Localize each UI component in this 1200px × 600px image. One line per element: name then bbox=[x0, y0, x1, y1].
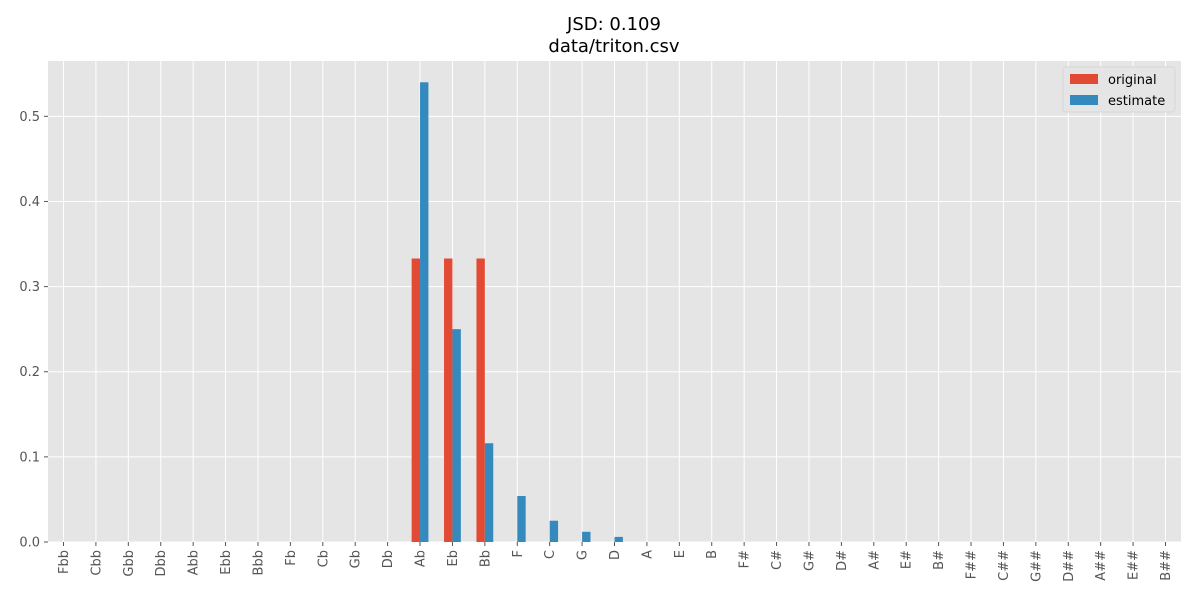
legend: original estimate bbox=[1062, 66, 1176, 113]
x-tick-label: G## bbox=[1029, 550, 1044, 582]
bar-estimate bbox=[517, 496, 526, 542]
x-tick-label: Bb bbox=[478, 550, 493, 567]
x-tick-label: Gb bbox=[349, 550, 364, 568]
x-tick-label: Cbb bbox=[89, 550, 104, 576]
legend-swatch-original bbox=[1070, 74, 1098, 84]
y-tick-label: 0.3 bbox=[19, 280, 40, 295]
x-tick-label: D# bbox=[835, 550, 850, 571]
x-tick-label: A bbox=[640, 550, 655, 559]
x-tick-label: G# bbox=[802, 550, 817, 571]
bar-original bbox=[476, 258, 485, 542]
x-tick-label: C bbox=[543, 550, 558, 559]
bar-original bbox=[411, 258, 421, 542]
chart-title: JSD: 0.109 bbox=[566, 14, 661, 35]
bar-estimate bbox=[484, 443, 494, 542]
x-tick-label: B## bbox=[1159, 550, 1174, 581]
x-tick-label: Gbb bbox=[122, 550, 137, 577]
y-tick-label: 0.0 bbox=[19, 536, 40, 551]
bar-estimate bbox=[549, 520, 559, 542]
y-tick-label: 0.5 bbox=[19, 110, 40, 125]
x-tick-label: Fb bbox=[284, 550, 299, 566]
x-tick-label: Bbb bbox=[251, 550, 266, 575]
x-tick-label: Dbb bbox=[154, 550, 169, 577]
x-tick-label: G bbox=[576, 550, 591, 560]
x-tick-label: D## bbox=[1062, 550, 1077, 582]
x-tick-label: F bbox=[511, 550, 526, 557]
x-tick-label: B# bbox=[932, 550, 947, 570]
y-tick-label: 0.4 bbox=[19, 195, 40, 210]
bar-estimate bbox=[452, 329, 461, 542]
y-axis-ticks: 0.0 0.1 0.2 0.3 0.4 0.5 bbox=[19, 110, 48, 551]
legend-label-estimate: estimate bbox=[1108, 94, 1165, 109]
x-tick-label: A## bbox=[1094, 550, 1109, 581]
x-tick-label: C## bbox=[997, 550, 1012, 581]
x-tick-label: E bbox=[673, 550, 688, 558]
y-tick-label: 0.2 bbox=[19, 365, 40, 380]
x-tick-label: Cb bbox=[316, 550, 331, 567]
x-tick-label: Eb bbox=[446, 550, 461, 566]
x-tick-label: D bbox=[608, 550, 623, 560]
bar-estimate bbox=[420, 82, 429, 542]
x-tick-label: F# bbox=[738, 550, 753, 568]
x-tick-label: B bbox=[705, 550, 720, 559]
chart-subtitle: data/triton.csv bbox=[548, 36, 680, 57]
x-tick-label: A# bbox=[867, 550, 882, 570]
x-tick-label: Db bbox=[381, 550, 396, 568]
x-tick-label: Fbb bbox=[57, 550, 72, 574]
legend-label-original: original bbox=[1108, 73, 1157, 88]
bar-estimate bbox=[614, 536, 623, 542]
bar-original bbox=[444, 258, 453, 542]
x-tick-label: Ab bbox=[414, 550, 429, 567]
x-tick-label: F## bbox=[965, 550, 980, 579]
bar-estimate bbox=[582, 531, 591, 542]
legend-swatch-estimate bbox=[1070, 95, 1098, 105]
y-tick-label: 0.1 bbox=[19, 450, 40, 465]
x-tick-label: E## bbox=[1127, 550, 1142, 580]
x-tick-label: C# bbox=[770, 550, 785, 570]
x-tick-label: Abb bbox=[187, 550, 202, 575]
x-tick-label: Ebb bbox=[219, 550, 234, 575]
x-tick-label: E# bbox=[900, 550, 915, 569]
x-axis-ticks: Fbb Cbb Gbb Dbb Abb Ebb Bbb Fb Cb Gb Db Ab Eb Bb F C G D A… bbox=[57, 542, 1174, 582]
bars bbox=[411, 82, 623, 542]
